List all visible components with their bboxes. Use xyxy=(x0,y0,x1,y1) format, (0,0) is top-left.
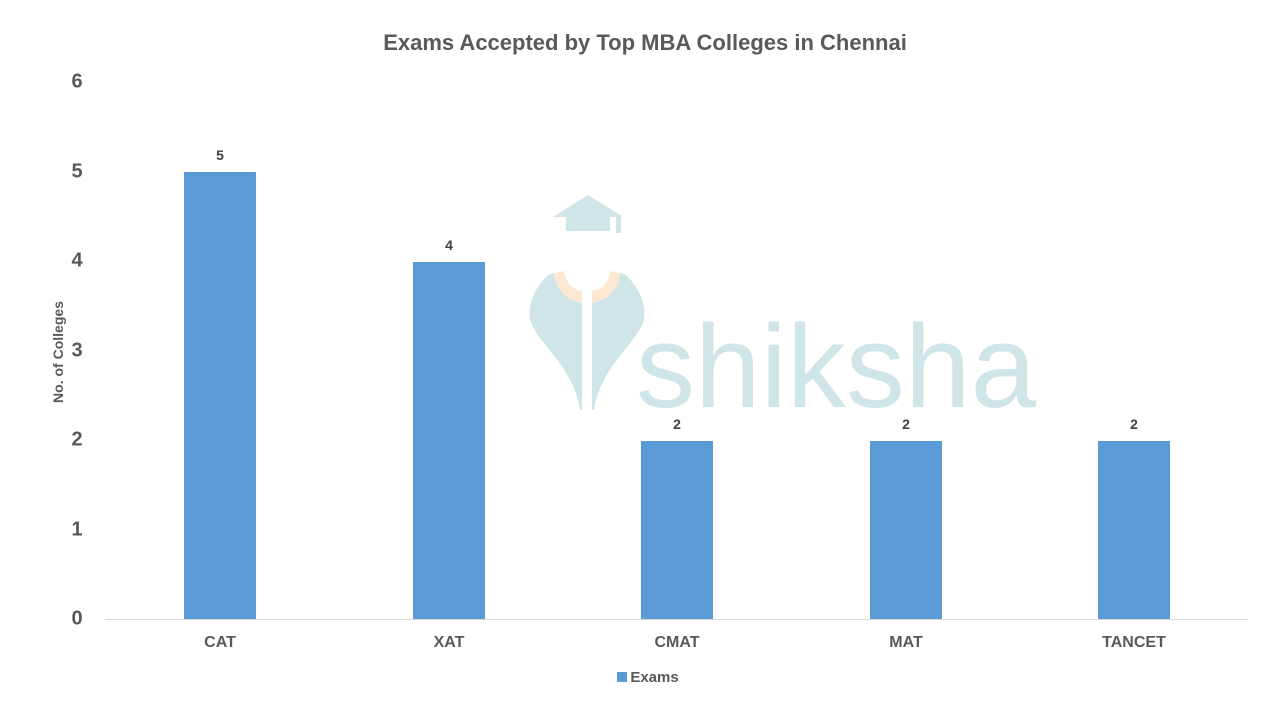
data-label-mat: 2 xyxy=(902,416,910,432)
y-tick: 3 xyxy=(71,339,83,362)
chart-title: Exams Accepted by Top MBA Colleges in Ch… xyxy=(383,30,907,55)
x-tick-tancet: TANCET xyxy=(1102,634,1166,651)
y-tick: 1 xyxy=(71,518,83,541)
y-tick: 2 xyxy=(71,428,83,451)
y-tick: 0 xyxy=(71,607,83,630)
x-tick-xat: XAT xyxy=(433,634,465,651)
bar-xat xyxy=(413,262,485,619)
shiksha-watermark-logo: shiksha xyxy=(529,195,1036,415)
data-label-xat: 4 xyxy=(445,237,453,253)
y-tick: 5 xyxy=(71,160,83,183)
legend-label: Exams xyxy=(630,669,679,686)
bar-mat xyxy=(870,441,942,619)
data-label-cmat: 2 xyxy=(673,416,681,432)
legend-swatch-icon xyxy=(617,672,628,682)
y-tick: 4 xyxy=(71,249,83,272)
bar-cmat xyxy=(641,441,713,619)
y-tick: 6 xyxy=(71,70,83,93)
watermark-text: shiksha xyxy=(636,301,1036,415)
bar-tancet xyxy=(1098,441,1170,619)
x-tick-cmat: CMAT xyxy=(654,634,700,651)
data-label-cat: 5 xyxy=(216,147,224,163)
x-axis-line xyxy=(105,619,1248,620)
x-tick-cat: CAT xyxy=(204,634,236,651)
x-tick-mat: MAT xyxy=(889,634,923,651)
data-label-tancet: 2 xyxy=(1130,416,1138,432)
bar-cat xyxy=(184,172,256,619)
legend: Exams xyxy=(0,669,1280,686)
